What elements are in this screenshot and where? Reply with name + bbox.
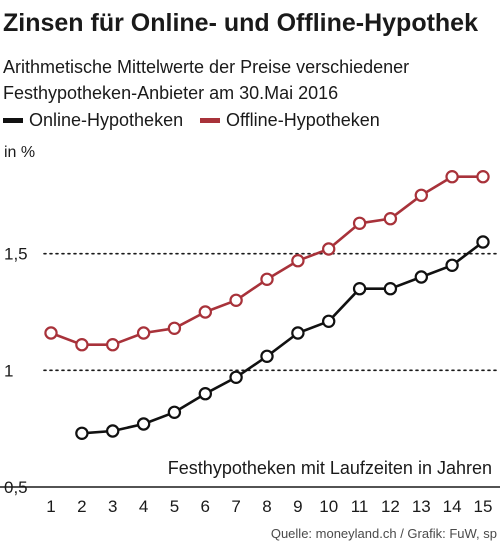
x-tick-label: 14 (443, 497, 462, 516)
data-point (75, 426, 89, 440)
x-tick-label: 11 (351, 497, 369, 516)
data-point (229, 370, 243, 384)
legend-label-online: Online-Hypotheken (29, 110, 183, 130)
data-point (352, 216, 367, 230)
x-tick-label: 6 (201, 497, 210, 516)
chart-gridlines (43, 252, 500, 372)
data-point (352, 282, 367, 296)
chart-tick-labels: 0,511,51 2 3 4 5 6 7 8 9 10 11 12 13 14 15 (4, 245, 492, 516)
data-point (105, 424, 120, 438)
x-tick-label: 9 (293, 497, 302, 516)
source-note: Quelle: moneyland.ch / Grafik: FuW, sp (271, 526, 497, 541)
chart-subtitle-line-2: Festhypotheken-Anbieter am 30.Mai 2016 (3, 83, 338, 103)
x-tick-label: 2 (77, 497, 86, 516)
data-point (260, 349, 274, 363)
chart-legend: Online-Hypotheken Offline-Hypotheken (3, 110, 380, 130)
data-point (229, 293, 243, 307)
chart-subtitle-line-1: Arithmetische Mittelwerte der Preise ver… (3, 57, 409, 77)
x-tick-label: 13 (412, 497, 431, 516)
data-point (291, 254, 305, 268)
data-point (445, 258, 459, 272)
x-tick-label: 1 (46, 497, 55, 516)
y-tick-label: 1,5 (4, 245, 28, 264)
x-tick-label: 8 (262, 497, 271, 516)
data-point (44, 326, 58, 340)
data-point (383, 211, 398, 226)
x-tick-label: 5 (170, 497, 179, 516)
data-point (445, 169, 459, 184)
y-tick-label: 0,5 (4, 478, 28, 497)
legend-swatch-online (3, 118, 23, 123)
data-point (167, 321, 182, 335)
data-point (260, 272, 274, 286)
data-point (198, 305, 212, 319)
x-tick-label: 15 (474, 497, 493, 516)
x-tick-label: 3 (108, 497, 117, 516)
data-point (75, 338, 89, 352)
data-point (414, 270, 428, 284)
y-unit-label: in % (4, 144, 35, 161)
chart-title: Zinsen für Online- und Offline-Hypothek (3, 9, 478, 37)
data-point (414, 188, 428, 202)
data-point (476, 169, 490, 184)
data-point (198, 387, 212, 401)
data-point (136, 326, 151, 340)
data-point (291, 326, 305, 340)
data-point (105, 338, 120, 352)
data-point (167, 405, 182, 419)
data-point (383, 282, 398, 296)
x-tick-label: 4 (139, 497, 148, 516)
y-tick-label: 1 (4, 361, 13, 380)
chart-series (44, 169, 490, 440)
legend-label-offline: Offline-Hypotheken (226, 110, 380, 130)
series-line (50, 175, 483, 347)
data-point (476, 235, 490, 249)
x-tick-label: 10 (319, 497, 338, 516)
x-tick-label: 12 (381, 497, 400, 516)
x-axis-title: Festhypotheken mit Laufzeiten in Jahren (168, 458, 492, 478)
data-point (322, 314, 336, 328)
data-point (322, 242, 336, 256)
series-offline (44, 169, 490, 352)
legend-swatch-offline (200, 118, 220, 123)
series-online (75, 235, 490, 440)
data-point (136, 417, 151, 431)
x-tick-label: 7 (231, 497, 240, 516)
